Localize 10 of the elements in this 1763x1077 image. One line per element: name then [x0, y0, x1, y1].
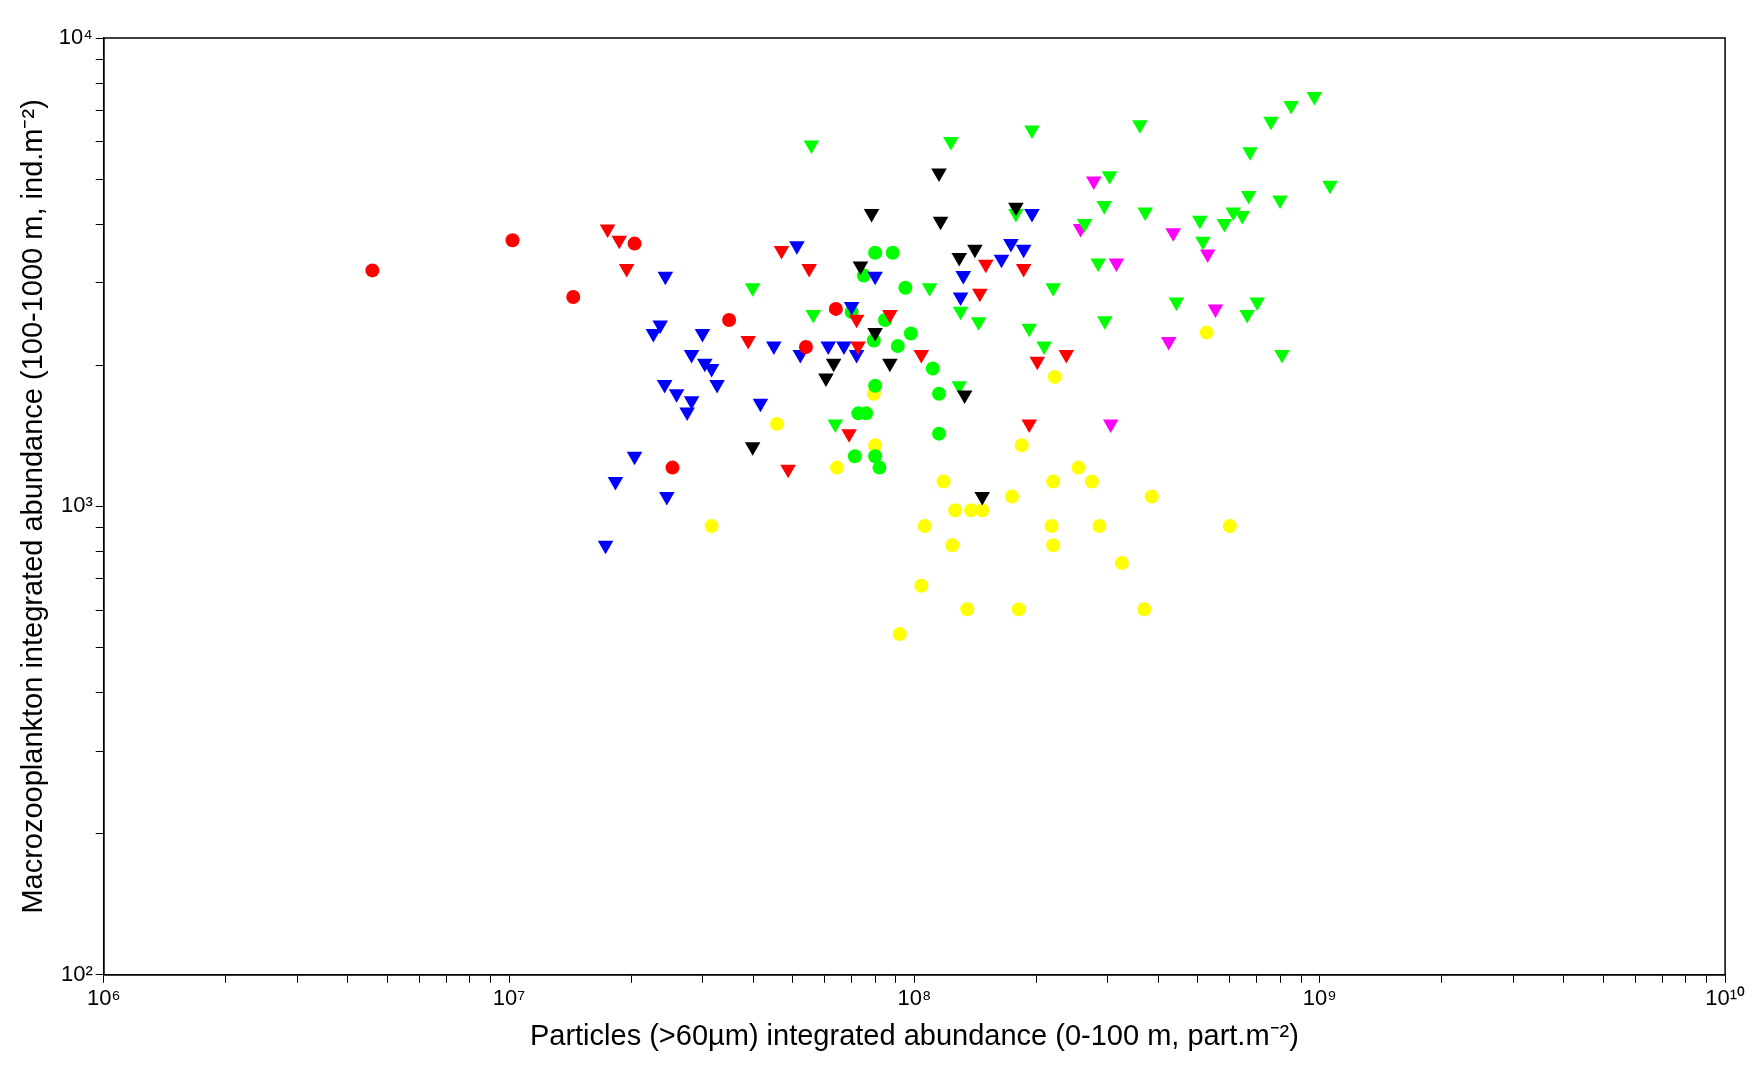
x-axis-title: Particles (>60µm) integrated abundance (0-100 m, part.m⁻²): [529, 1018, 1299, 1051]
y-tick-label: 10⁴: [58, 24, 93, 50]
x-tick-label: 10⁷: [492, 985, 526, 1011]
x-tick-label: 10⁹: [1302, 985, 1337, 1011]
x-tick-label: 10¹⁰: [1705, 985, 1745, 1011]
y-axis-title: Macrozooplankton integrated abundance (100-1000 m, ind.m⁻²): [16, 99, 49, 914]
y-tick-label: 10²: [60, 960, 93, 986]
x-tick-label: 10⁶: [86, 985, 121, 1011]
y-tick-label: 10³: [60, 492, 93, 518]
x-tick-label: 10⁸: [897, 985, 932, 1011]
